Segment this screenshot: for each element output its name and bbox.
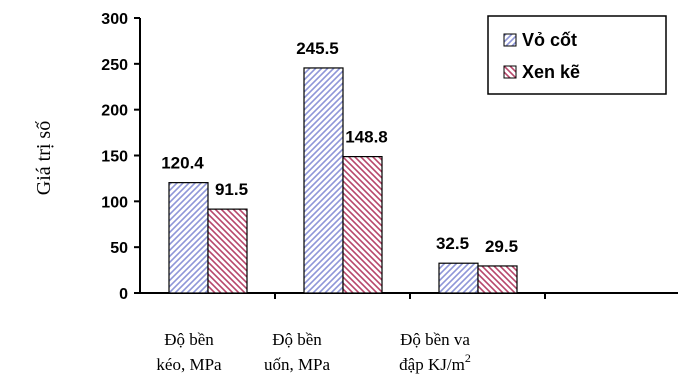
y-tick-label: 250: [101, 57, 128, 74]
data-label: 32.5: [436, 234, 469, 253]
category-caption-line2: kéo, MPa: [156, 355, 222, 374]
legend-swatch-xen-ke: [503, 65, 517, 79]
data-label: 29.5: [485, 237, 518, 256]
bars: [168, 67, 518, 294]
category-caption-superscript: 2: [465, 351, 471, 365]
data-label: 120.4: [161, 154, 204, 173]
y-tick-label: 300: [101, 11, 128, 28]
bar-xen-ke-0: [207, 208, 248, 294]
bar-xen-ke-2: [477, 265, 518, 294]
y-tick-label: 100: [101, 194, 128, 211]
bar-vo-cot-1: [303, 67, 344, 294]
legend-label-vo-cot: Vỏ cốt: [522, 30, 577, 50]
category-caption-line2: đập KJ/m2: [399, 351, 471, 374]
data-label: 91.5: [215, 180, 248, 199]
data-label: 148.8: [345, 128, 388, 147]
legend-swatch-vo-cot: [503, 33, 517, 47]
bar-vo-cot-0: [168, 182, 209, 294]
y-tick-label: 200: [101, 103, 128, 120]
data-labels: 120.4 245.5 32.5 91.5 148.8 29.5: [161, 39, 518, 256]
y-tick-label: 150: [101, 149, 128, 166]
y-tick-label: 0: [119, 286, 128, 303]
category-caption-line2: uốn, MPa: [264, 355, 331, 374]
y-axis-label: Giá trị số: [33, 121, 55, 195]
bar-xen-ke-1: [342, 156, 383, 294]
category-caption-line1: Độ bền: [164, 330, 214, 349]
data-label: 245.5: [296, 39, 339, 58]
y-tick-label: 50: [110, 240, 128, 257]
legend-label-xen-ke: Xen kẽ: [522, 62, 580, 82]
legend: Vỏ cốt Xen kẽ: [487, 15, 667, 95]
bar-vo-cot-2: [438, 262, 479, 294]
category-label: Độ bền: [316, 315, 370, 332]
category-caption-line1: Độ bền: [272, 330, 322, 349]
legend-box: [487, 15, 667, 95]
category-caption-line1: Độ bền va: [400, 330, 470, 349]
